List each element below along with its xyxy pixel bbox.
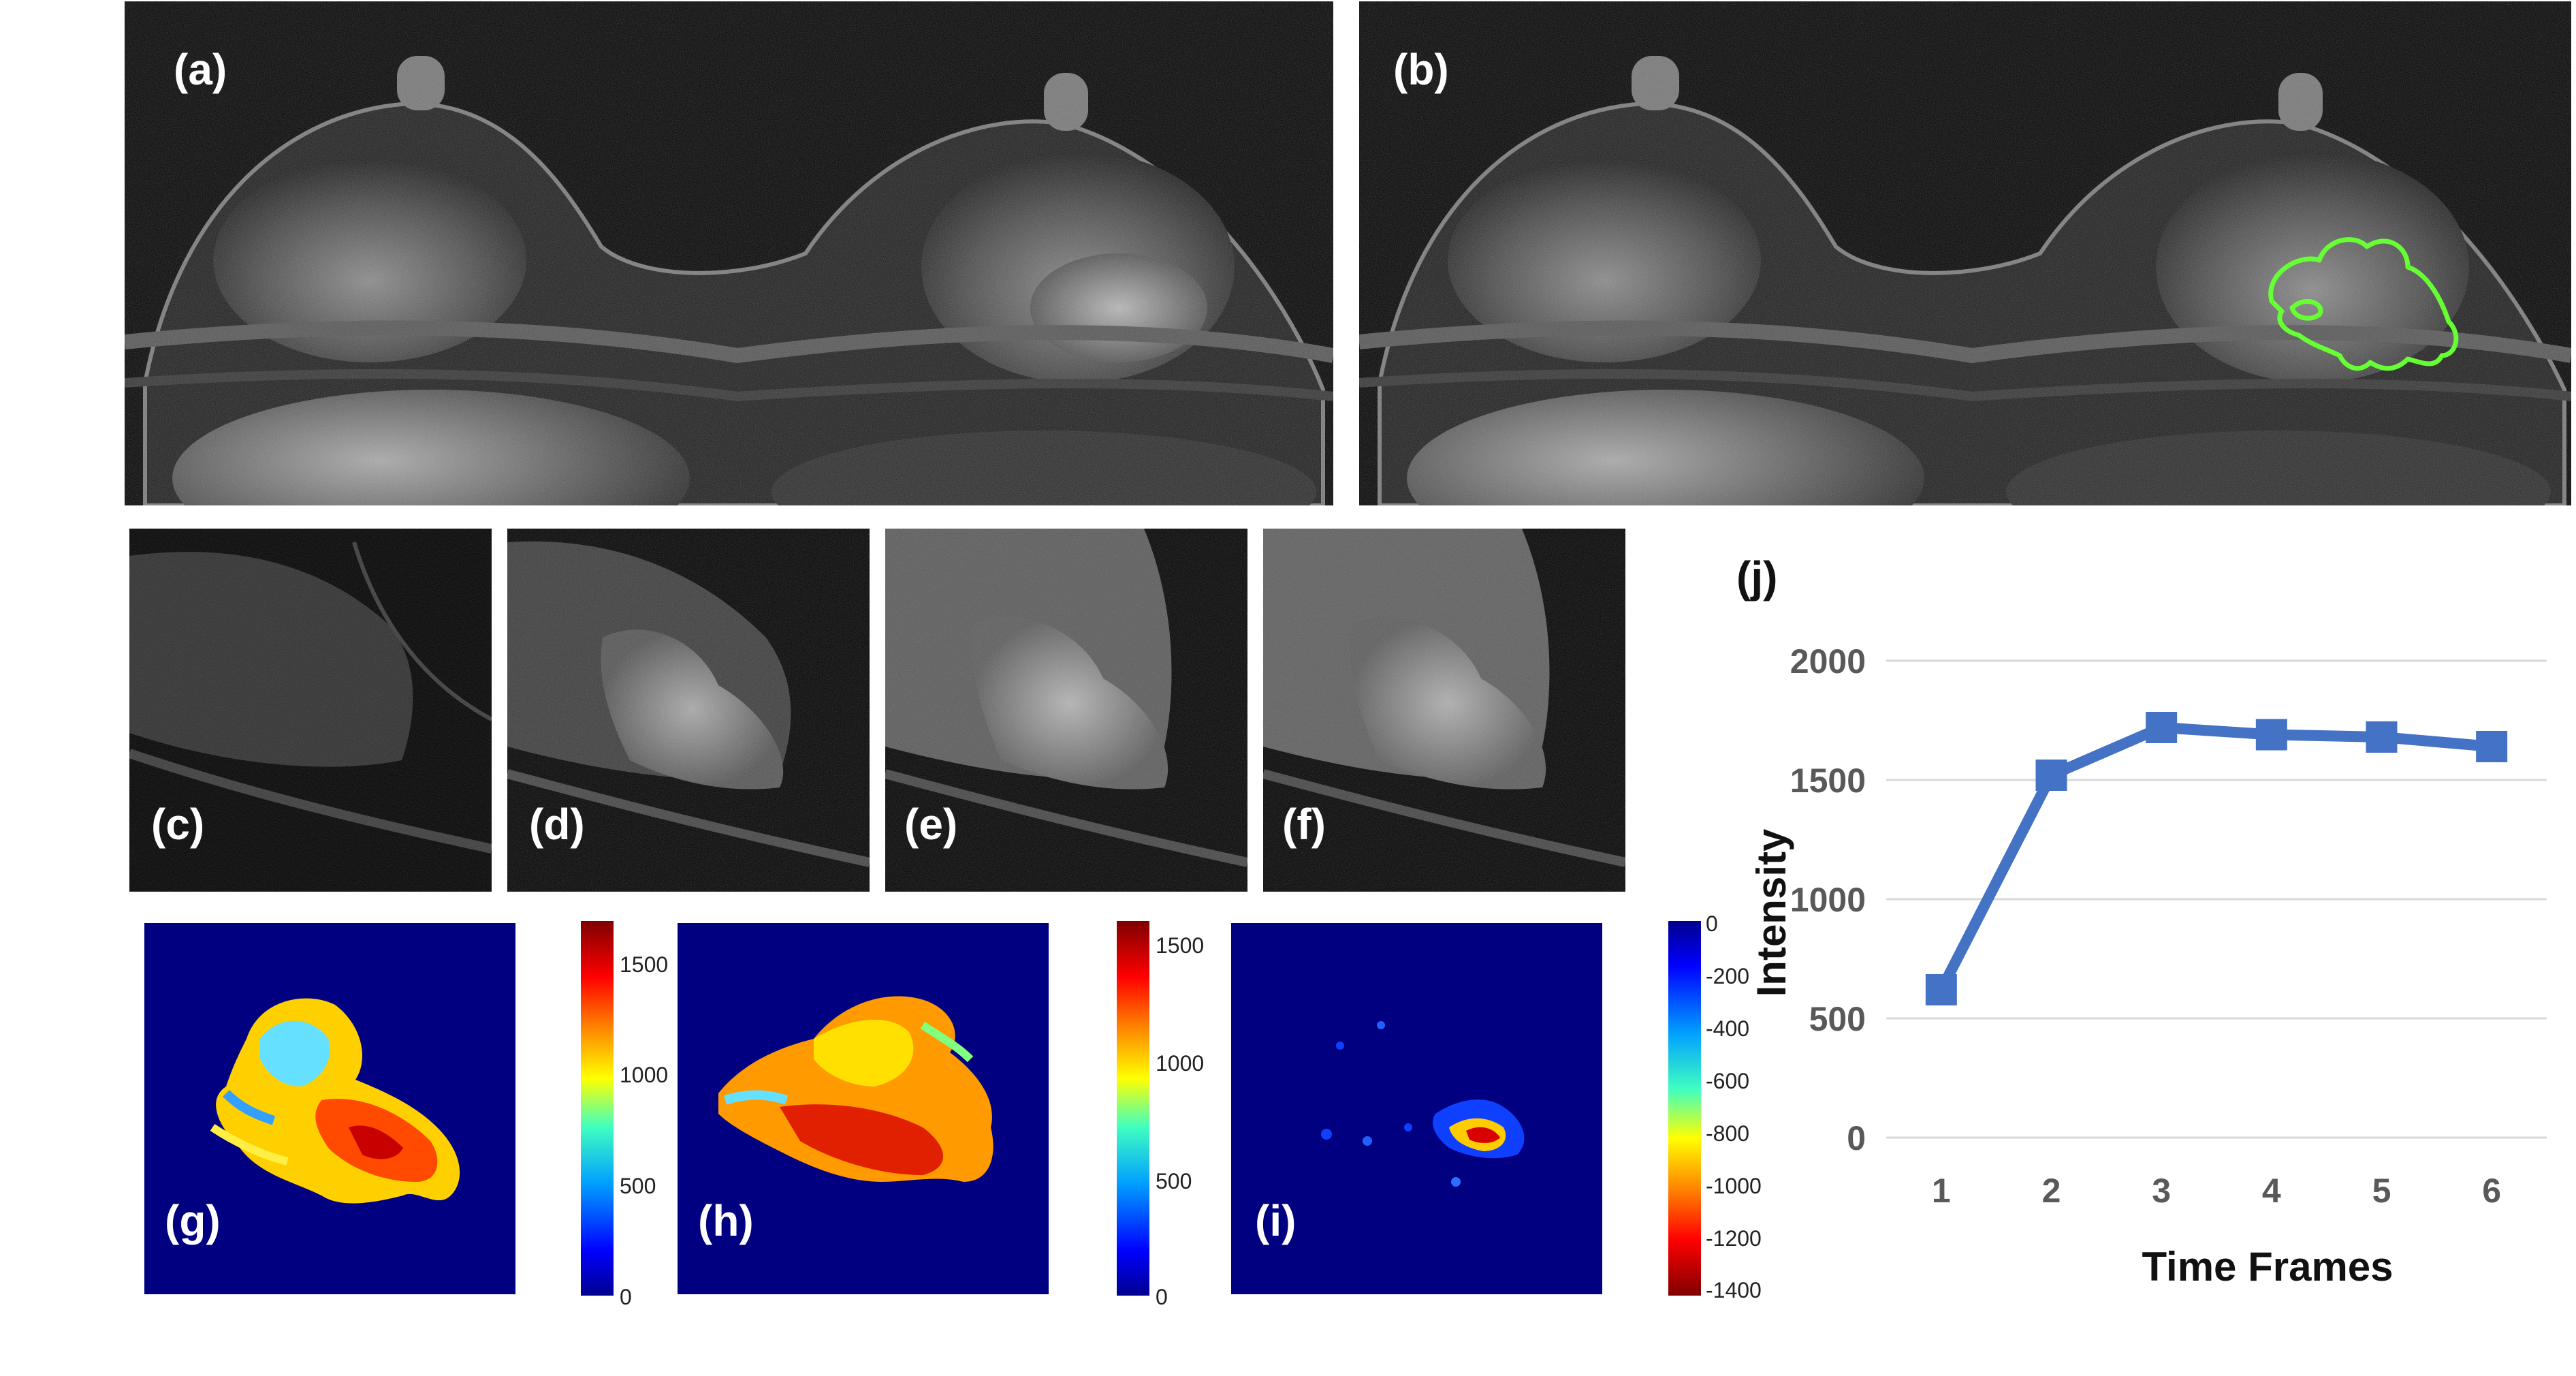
data-point-marker [2366,721,2398,753]
colorbar-i-tick: -1200 [1706,1226,1762,1251]
panel-label-a: (a) [174,45,227,94]
map-panel-g: (g) [144,923,515,1294]
roi-frame-d: (d) [507,529,870,892]
colorbar-h-tick: 1500 [1156,933,1205,958]
map-panel-h: (h) [678,923,1049,1294]
colorbar-i-tick: -1400 [1706,1278,1762,1302]
colorbar-i-tick: 0 [1706,911,1718,936]
x-tick-label: 1 [1932,1172,1951,1210]
data-point-marker [2035,760,2067,791]
panel-label-d: (d) [529,800,585,849]
colorbar-g [581,921,614,1296]
colorbar-i-tick: -800 [1706,1121,1750,1146]
y-axis-label: Intensity [1749,828,1794,997]
panel-label-g: (g) [165,1196,221,1245]
data-point-marker [2255,719,2287,751]
y-tick-label: 1000 [1790,881,1866,919]
y-tick-label: 1500 [1790,762,1866,800]
colorbar-i-tick: -200 [1706,964,1750,988]
data-point-marker [2476,731,2508,762]
panel-label-b: (b) [1393,45,1449,94]
mri-panel-b: (b) [1359,1,2571,505]
y-tick-label: 2000 [1790,642,1866,681]
colorbar-i-tick: -1000 [1706,1174,1762,1198]
roi-frame-f: (f) [1263,529,1625,892]
roi-frame-e: (e) [885,529,1247,892]
colorbar-h [1117,921,1149,1296]
colorbar-g-tick: 1000 [620,1063,669,1087]
x-tick-label: 3 [2152,1172,2171,1210]
colorbar-h-tick: 1000 [1156,1051,1205,1076]
panel-label-h: (h) [698,1196,754,1245]
colorbar-g-tick: 1500 [620,952,669,977]
colorbar-i [1668,921,1701,1296]
x-axis-label: Time Frames [2142,1244,2393,1289]
panel-label-e: (e) [904,800,958,849]
data-point-marker [2146,712,2178,743]
panel-label-j: (j) [1736,552,1778,601]
panel-label-f: (f) [1282,800,1326,849]
colorbar-g-tick: 0 [620,1285,632,1309]
colorbar-g-tick: 500 [620,1174,656,1198]
roi-frame-c: (c) [129,529,492,892]
data-point-marker [1925,974,1957,1005]
colorbar-h-tick: 0 [1156,1285,1168,1309]
x-tick-label: 6 [2482,1172,2501,1210]
colorbar-h-tick: 500 [1156,1169,1192,1193]
x-tick-label: 4 [2262,1172,2281,1210]
y-tick-label: 500 [1809,1000,1866,1038]
panel-label-i: (i) [1255,1196,1297,1245]
intensity-chart: 0 500 1000 1500 2000 1 2 3 4 5 6 Intensity Time F… [1749,642,2547,1289]
x-tick-label: 2 [2042,1172,2061,1210]
mri-panel-a: (a) [125,1,1333,505]
intensity-series-line [1936,722,2492,992]
x-tick-label: 5 [2372,1172,2391,1210]
y-tick-label: 0 [1847,1119,1866,1157]
tumor-contour [2268,237,2459,371]
map-panel-i: (i) [1231,923,1602,1294]
panel-label-c: (c) [151,800,205,849]
colorbar-i-tick: -400 [1706,1016,1750,1041]
colorbar-i-tick: -600 [1706,1069,1750,1093]
